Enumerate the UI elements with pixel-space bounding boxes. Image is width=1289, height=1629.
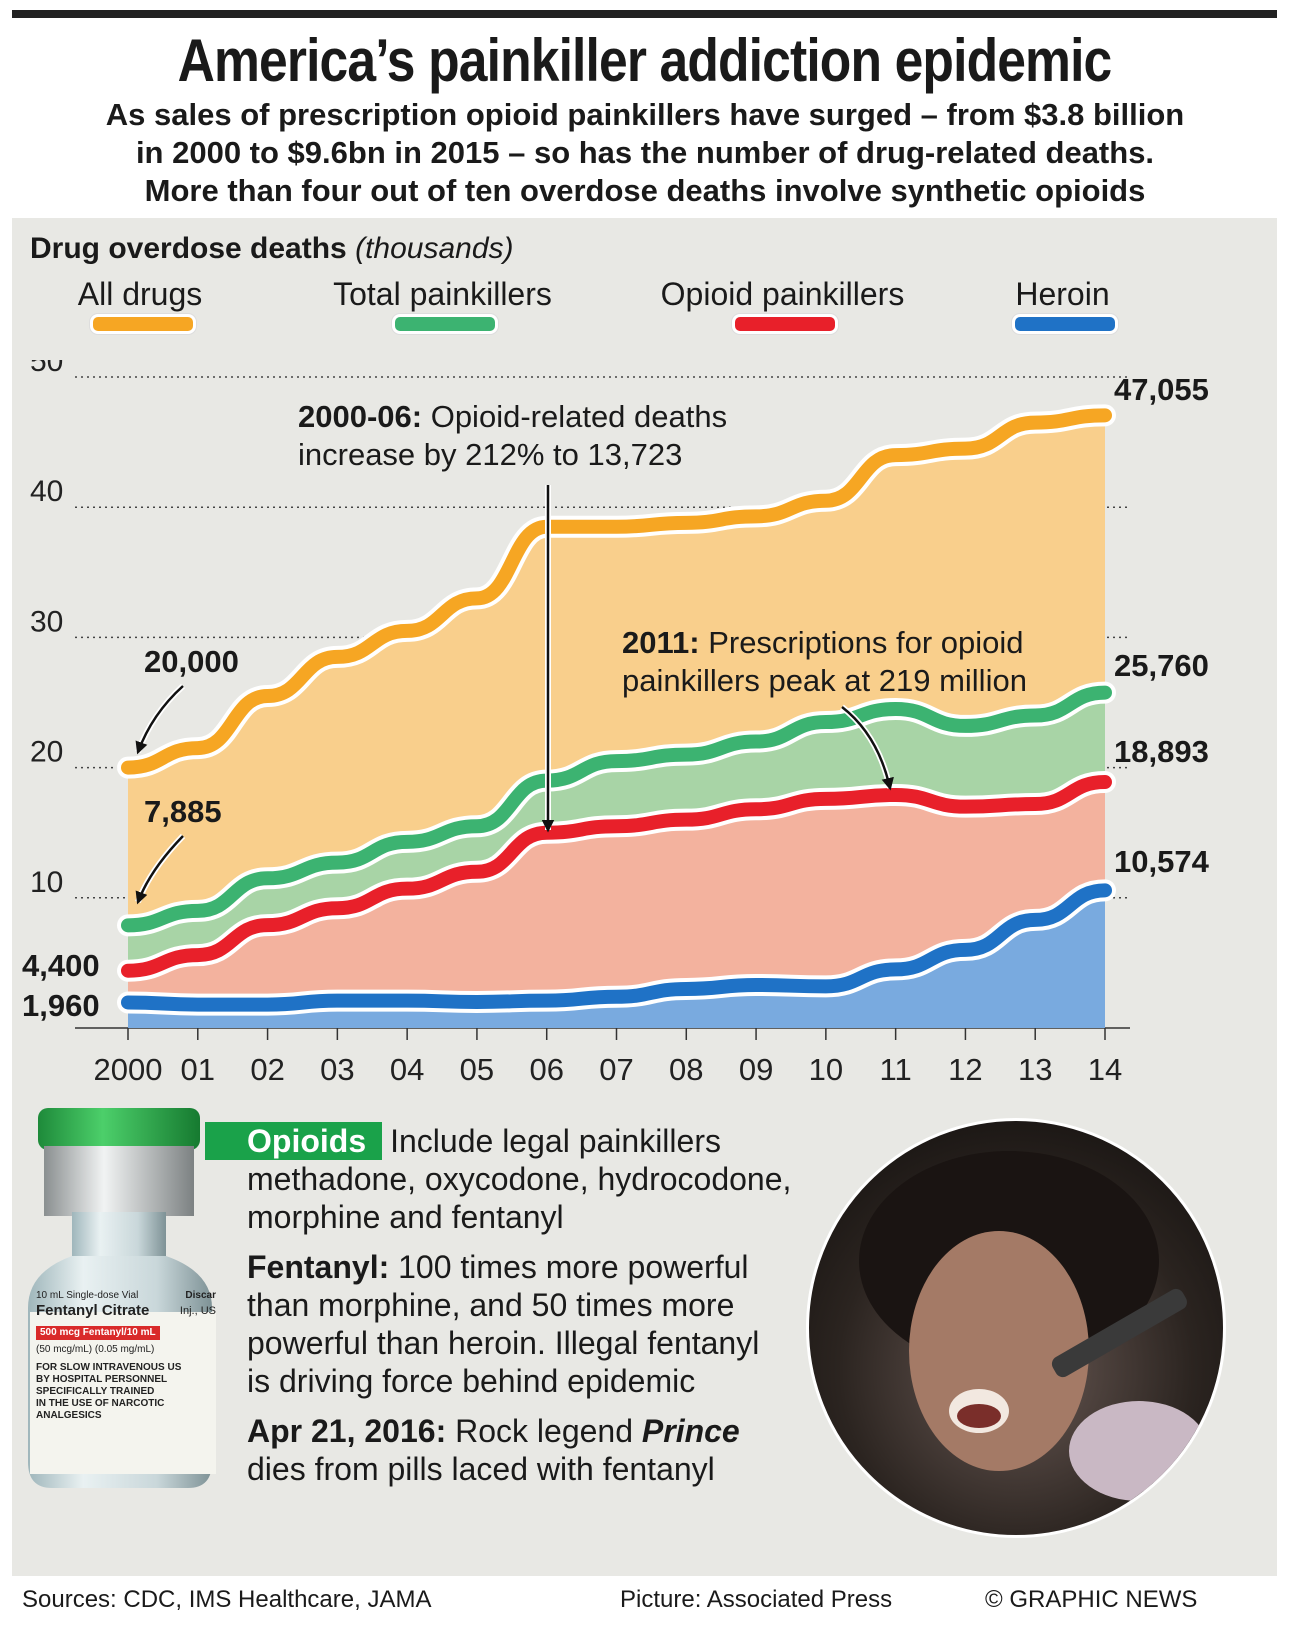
x-tick-03: 03 [320, 1052, 354, 1087]
vial-label: 10 mL Single-dose Vial Discar Fentanyl Ci… [36, 1290, 216, 1422]
footer-sources: Sources: CDC, IMS Healthcare, JAMA [22, 1586, 432, 1613]
opioids-line3: morphine and fentanyl [247, 1199, 564, 1235]
opioids-line1: Include legal painkillers [390, 1123, 721, 1159]
label-heroin-end: 10,574 [1114, 844, 1209, 879]
legend-opioid-painkillers: Opioid painkillers [660, 276, 905, 312]
annotation-2011-bold: 2011: [622, 625, 700, 660]
prince-line2: dies from pills laced with fentanyl [247, 1451, 715, 1487]
prince-text1: Rock legend [446, 1413, 642, 1449]
vial-brand-b: Inj., US [179, 1305, 216, 1317]
area-chart: 10 20 30 40 50 2000 01 02 03 04 05 06 07 08 09 10 11 12 13… [30, 360, 1130, 1087]
fentanyl-line2: than morphine, and 50 times more [247, 1287, 735, 1323]
line-opioid-painkillers [121, 775, 1112, 978]
y-tick-20: 20 [30, 736, 63, 769]
label-heroin-start: 1,960 [22, 988, 100, 1023]
label-painkillers-end: 25,760 [1114, 648, 1209, 683]
top-rule [12, 10, 1277, 18]
vial-warn2: BY HOSPITAL PERSONNEL [36, 1374, 168, 1385]
y-tick-50: 50 [30, 360, 63, 378]
annotation-2000-06-bold: 2000-06: [298, 399, 423, 434]
legend-swatch-all-drugs [90, 314, 196, 334]
x-tick-12: 12 [948, 1052, 982, 1087]
prince-photo [806, 1118, 1226, 1538]
legend-total-painkillers: Total painkillers [333, 276, 552, 312]
annotation-2000-06-text: Opioid-related deaths [422, 399, 728, 434]
fentanyl-line4: is driving force behind epidemic [247, 1363, 696, 1399]
legend-swatch-total-painkillers [392, 314, 498, 334]
annotation-2011-line2: painkillers peak at 219 million [622, 663, 1027, 698]
opioids-line2: methadone, oxycodone, hydrocodone, [247, 1161, 792, 1197]
label-painkillers-start: 7,885 [144, 794, 222, 829]
subtitle-line-3: More than four out of ten overdose death… [144, 173, 1146, 208]
fentanyl-vial-image [28, 1108, 216, 1488]
prince-photo-placeholder [859, 1151, 1209, 1501]
subtitle-line-1: As sales of prescription opioid painkill… [105, 97, 1185, 132]
annotation-2011-text: Prescriptions for opioid [699, 625, 1024, 660]
vial-line1b: Discar [185, 1290, 216, 1301]
x-tick-14: 14 [1088, 1052, 1122, 1087]
x-tick-08: 08 [669, 1052, 703, 1087]
vial-dose: 500 mcg Fentanyl/10 mL [36, 1326, 160, 1340]
x-tick-2000: 2000 [94, 1052, 163, 1087]
line-total-painkillers [121, 685, 1112, 933]
chart-title-text: Drug overdose deaths [30, 232, 347, 265]
annotation-2011: 2011: Prescriptions for opioid painkille… [622, 624, 1027, 700]
x-tick-06: 06 [529, 1052, 563, 1087]
fentanyl-line1: 100 times more powerful [389, 1249, 749, 1285]
label-all-start: 20,000 [144, 644, 239, 679]
label-opioid-end: 18,893 [1114, 734, 1209, 769]
chart-unit: (thousands) [355, 232, 514, 265]
y-tick-30: 30 [30, 605, 63, 638]
vial-conc: (50 mcg/mL) (0.05 mg/mL) [36, 1344, 155, 1355]
legend-heroin: Heroin [1015, 276, 1110, 312]
x-tick-10: 10 [809, 1052, 843, 1087]
subtitle-line-2: in 2000 to $9.6bn in 2015 – so has the n… [135, 135, 1155, 170]
y-tick-40: 40 [30, 475, 63, 508]
arrow-all-start [135, 685, 184, 755]
prince-bold: Apr 21, 2016: [247, 1413, 447, 1449]
y-tick-10: 10 [30, 866, 63, 899]
vial-brand: Fentanyl Citrate [36, 1302, 150, 1319]
x-tick-04: 04 [390, 1052, 424, 1087]
footer-picture: Picture: Associated Press [620, 1586, 893, 1613]
x-tick-13: 13 [1018, 1052, 1052, 1087]
fentanyl-line3: powerful than heroin. Illegal fentanyl [247, 1325, 760, 1361]
info-prince: Apr 21, 2016: Rock legend Prince dies fr… [247, 1412, 740, 1488]
vial-warn3: SPECIFICALLY TRAINED [36, 1386, 155, 1397]
legend-swatch-opioid-painkillers [732, 314, 838, 334]
annotation-2000-06: 2000-06: Opioid-related deaths increase … [298, 398, 727, 474]
arrow-painkillers-start [135, 835, 184, 905]
vial-warn4: IN THE USE OF NARCOTIC [36, 1398, 165, 1409]
footer-credit: © GRAPHIC NEWS [985, 1586, 1198, 1613]
prince-name: Prince [641, 1413, 740, 1449]
vial-warn5: ANALGESICS [36, 1410, 102, 1421]
vial-warn1: FOR SLOW INTRAVENOUS US [36, 1362, 182, 1373]
x-tick-09: 09 [739, 1052, 773, 1087]
vial-line1: 10 mL Single-dose Vial [36, 1290, 139, 1301]
legend-swatch-heroin [1012, 314, 1118, 334]
fentanyl-bold: Fentanyl: [247, 1249, 390, 1285]
info-opioids: Opioids Include legal painkillers methado… [205, 1122, 792, 1236]
info-fentanyl: Fentanyl: 100 times more powerful than m… [247, 1248, 759, 1400]
opioids-tag: Opioids [205, 1122, 383, 1160]
label-all-end: 47,055 [1114, 372, 1209, 407]
label-opioid-start: 4,400 [22, 948, 100, 983]
page-title: America’s painkiller addiction epidemic [177, 27, 1113, 94]
x-tick-11: 11 [880, 1052, 912, 1087]
subtitle: As sales of prescription opioid painkill… [20, 96, 1270, 210]
chart-title: Drug overdose deaths (thousands) [30, 232, 514, 266]
x-tick-02: 02 [250, 1052, 284, 1087]
x-tick-01: 01 [181, 1052, 215, 1087]
x-tick-05: 05 [460, 1052, 494, 1087]
line-heroin [121, 883, 1112, 1012]
x-tick-07: 07 [599, 1052, 633, 1087]
area-heroin [128, 890, 1105, 1028]
line-all-drugs [121, 408, 1112, 775]
arrow-2011 [841, 706, 894, 791]
legend-all-drugs: All drugs [77, 276, 203, 312]
annotation-2000-06-line2: increase by 212% to 13,723 [298, 437, 683, 472]
